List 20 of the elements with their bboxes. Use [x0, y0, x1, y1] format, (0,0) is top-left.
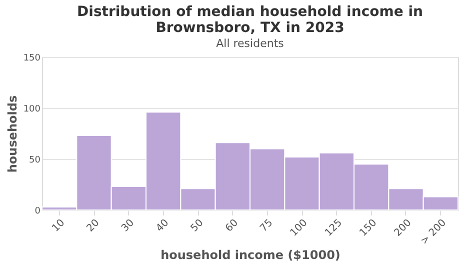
x-tick-label: 30	[120, 218, 136, 234]
y-axis-title: households	[5, 95, 20, 173]
x-tick-label: 60	[224, 218, 240, 234]
chart-subtitle: All residents	[216, 37, 284, 50]
x-axis-title: household income ($1000)	[160, 248, 340, 262]
x-tick-label: 50	[188, 218, 206, 234]
chart-title: Distribution of median household income in Brownsboro, TX in 2023	[77, 4, 423, 36]
x-tick-label: 40	[154, 218, 172, 234]
y-tick-label: 50	[29, 156, 41, 166]
x-tick-label: 150	[358, 218, 380, 239]
y-tick-label: 150	[23, 54, 41, 64]
x-tick-label: 200	[392, 218, 414, 239]
x-tick-label: 125	[323, 218, 344, 239]
y-tick-label: 100	[23, 104, 41, 114]
y-tick-label: 0	[34, 206, 41, 216]
x-tick-label: 10	[50, 218, 68, 234]
x-tick-label: 20	[84, 218, 102, 234]
x-tick-label: 100	[288, 218, 310, 239]
x-tick-label: 75	[258, 218, 276, 234]
x-tick-label: > 200	[418, 218, 448, 247]
